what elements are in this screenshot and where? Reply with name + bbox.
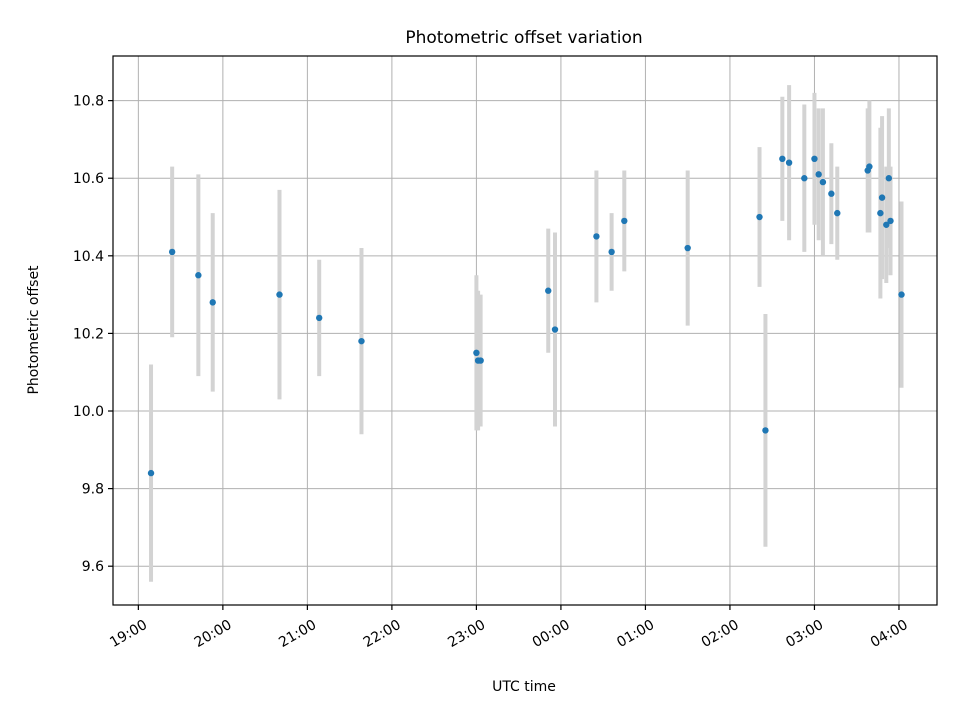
data-point — [878, 194, 886, 201]
data-point — [887, 217, 894, 225]
data-point — [593, 233, 600, 240]
x-tick-label: 02:00 — [699, 617, 742, 651]
x-axis: 19:00 20:00 21:00 22:00 23:00 00:00 01:00 02:00… — [107, 605, 911, 651]
x-tick-label: 03:00 — [783, 617, 826, 651]
data-point — [834, 209, 841, 217]
data-point — [828, 190, 835, 197]
chart-title: Photometric offset variation — [405, 28, 642, 48]
data-point — [779, 155, 786, 163]
grid — [113, 56, 937, 605]
data-point — [819, 178, 827, 186]
data-point — [551, 326, 559, 333]
data-point — [195, 272, 202, 279]
data-point — [684, 244, 691, 252]
x-tick-label: 21:00 — [276, 617, 319, 651]
data-point — [608, 248, 615, 256]
x-tick-label: 01:00 — [614, 617, 657, 651]
data-point — [883, 221, 890, 228]
data-point — [762, 427, 769, 434]
data-point — [756, 213, 763, 221]
data-point — [801, 175, 808, 182]
data-point — [209, 299, 216, 306]
y-tick-label: 9.8 — [82, 482, 104, 498]
data-point — [316, 314, 323, 322]
y-tick-label: 9.6 — [82, 559, 104, 575]
data-point — [898, 291, 905, 298]
x-tick-label: 23:00 — [445, 617, 488, 651]
data-point — [168, 248, 176, 256]
data-point — [866, 163, 873, 170]
x-tick-label: 19:00 — [107, 617, 150, 651]
x-tick-label: 04:00 — [868, 617, 911, 651]
data-point — [477, 357, 484, 364]
y-axis: 9.6 9.8 10.0 10.2 10.4 10.6 10.8 — [73, 94, 113, 575]
data-point — [815, 171, 822, 178]
data-point — [276, 291, 283, 298]
data-point — [785, 159, 793, 166]
x-tick-label: 22:00 — [361, 617, 404, 651]
x-axis-label: UTC time — [492, 679, 556, 695]
y-tick-label: 10.8 — [73, 94, 104, 110]
data-point — [147, 469, 155, 477]
y-tick-label: 10.4 — [73, 249, 104, 265]
x-tick-label: 20:00 — [192, 617, 235, 651]
y-tick-label: 10.0 — [73, 404, 104, 420]
data-point — [885, 175, 893, 182]
data-point — [621, 217, 628, 225]
plot-frame — [112, 55, 938, 606]
data-point — [473, 349, 480, 357]
data-points — [147, 155, 905, 477]
y-axis-label: Photometric offset — [26, 265, 42, 395]
y-tick-label: 10.6 — [73, 171, 104, 187]
data-point — [811, 155, 818, 163]
data-point — [358, 337, 365, 345]
y-tick-label: 10.2 — [73, 326, 104, 342]
data-point — [545, 287, 552, 294]
x-tick-label: 00:00 — [530, 617, 573, 651]
data-point — [877, 209, 884, 217]
